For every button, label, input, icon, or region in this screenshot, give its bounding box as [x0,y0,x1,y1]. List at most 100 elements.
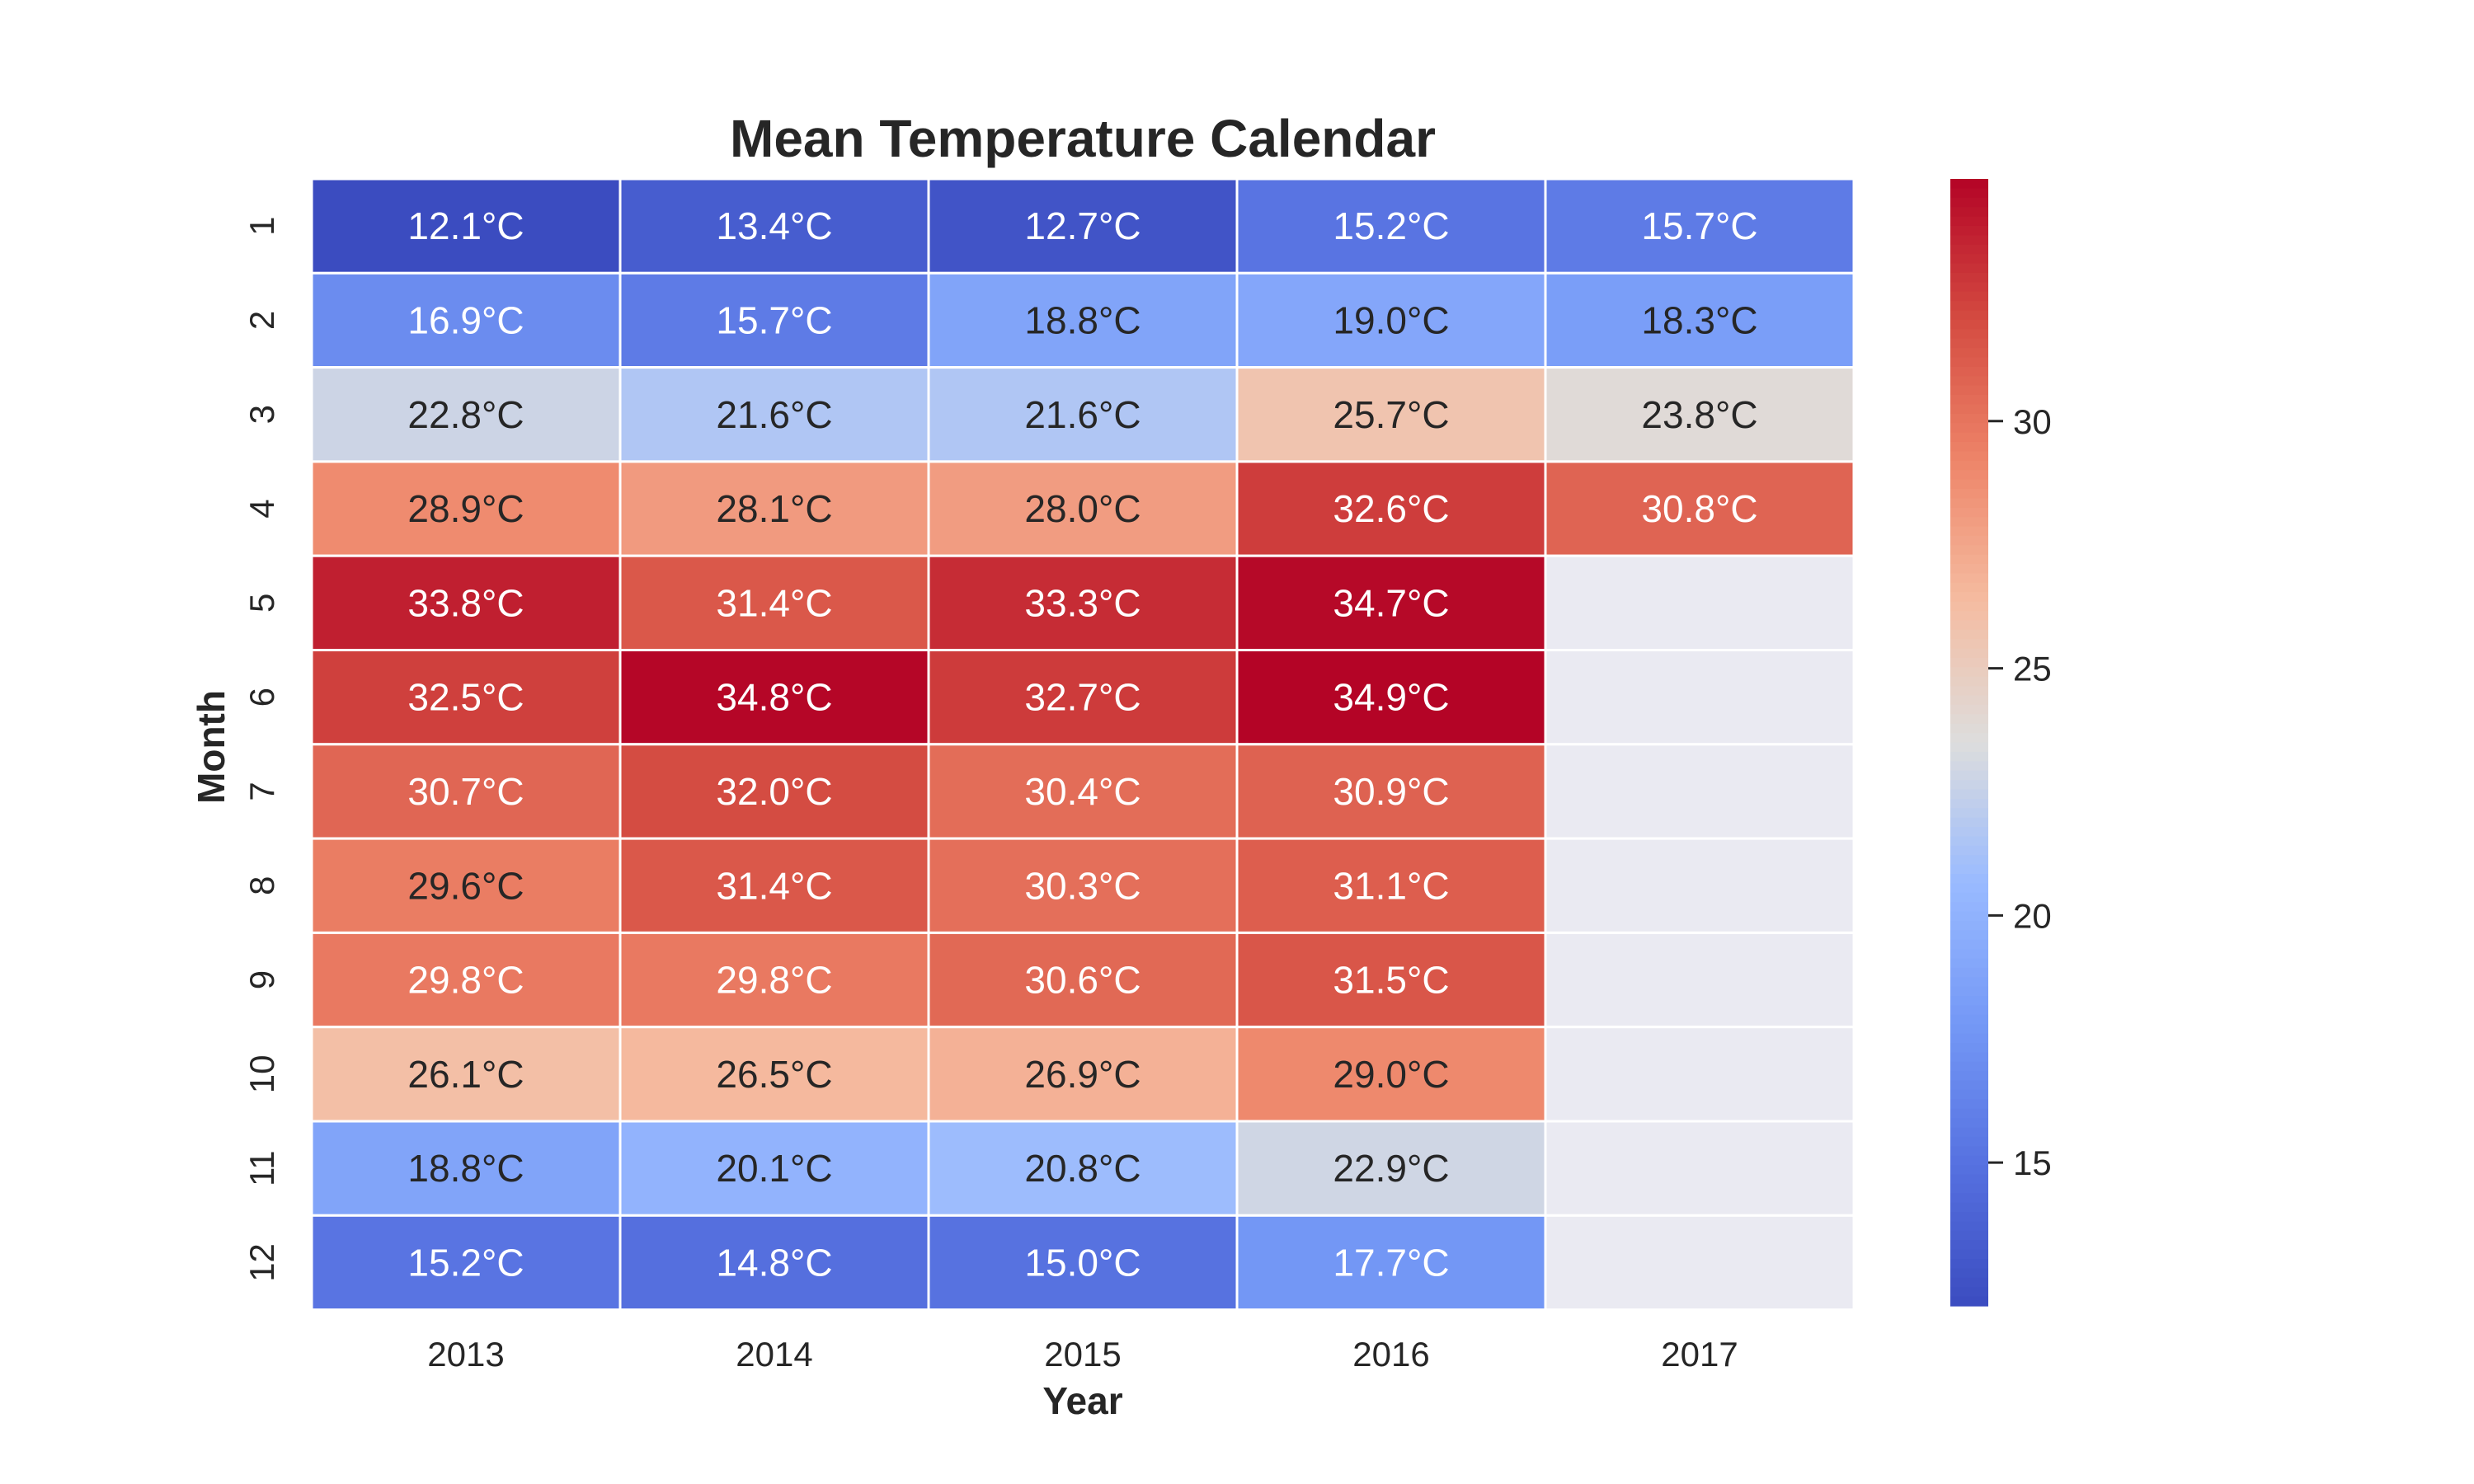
colorbar-segment [1950,441,1988,452]
colorbar-segment [1950,338,1988,349]
cell-value-label: 30.8°C [1641,487,1757,530]
heatmap-cell [310,1214,622,1312]
heatmap-cell [927,743,1239,840]
colorbar-segment [1950,1005,1988,1016]
heatmap-cell [618,1214,930,1312]
colorbar-segment [1950,507,1988,518]
colorbar-segment [1950,329,1988,340]
heatmap-cell [927,1120,1239,1217]
colorbar-segment [1950,996,1988,1007]
heatmap-cell [1544,554,1856,652]
cell-value-label: 31.4°C [716,581,832,624]
colorbar-segment [1950,1043,1988,1054]
heatmap-cell [1235,366,1547,463]
colorbar-segment [1950,639,1988,650]
x-tick-label: 2013 [427,1335,504,1374]
heatmap-cell [310,1120,622,1217]
colorbar-segment [1950,1061,1988,1072]
colorbar-segment [1950,179,1988,189]
heatmap-cell [618,177,930,275]
colorbar-segment [1950,216,1988,227]
heatmap-cell [1544,1214,1856,1312]
heatmap-cell [618,554,930,652]
colorbar-segment [1950,1230,1988,1241]
heatmap-cell [618,1120,930,1217]
colorbar-segment [1950,601,1988,612]
colorbar-segment [1950,1221,1988,1232]
cell-value-label: 28.0°C [1024,487,1141,530]
cell-value-label: 29.6°C [407,864,524,907]
colorbar-segment [1950,1277,1988,1288]
y-tick-label: 4 [242,499,281,518]
colorbar-segment [1950,1287,1988,1298]
y-tick-label: 9 [242,970,281,989]
colorbar-segment [1950,479,1988,490]
heatmap-cell [310,177,622,275]
colorbar-segment [1950,488,1988,499]
colorbar-segment [1950,958,1988,969]
colorbar-segment [1950,676,1988,687]
colorbar-segment [1950,1146,1988,1157]
colorbar-segment [1950,1165,1988,1176]
heatmap-grid: 12.1°C 13.4°C 12.7°C 15.2°C 15.7°C 16.9°C 15.7… [310,177,1856,1312]
cell-value-label: 18.8°C [1024,298,1141,341]
colorbar-segment [1950,207,1988,218]
cell-value-label: 26.1°C [407,1053,524,1096]
heatmap-cell [927,177,1239,275]
colorbar-segment [1950,836,1988,847]
cell-value-label: 20.8°C [1024,1147,1141,1190]
colorbar-segment [1950,554,1988,565]
x-axis-ticks: 2013 2014 2015 2016 2017 [427,1335,1738,1374]
cell-value-label: 15.7°C [1641,204,1757,247]
colorbar-segment [1950,695,1988,706]
colorbar-segment [1950,939,1988,950]
cell-value-label: 15.7°C [716,298,832,341]
cell-value-label: 26.5°C [716,1053,832,1096]
colorbar-segment [1950,357,1988,368]
heatmap-cell [310,743,622,840]
cell-value-label: 22.9°C [1333,1147,1449,1190]
cell-value-label: 32.6°C [1333,487,1449,530]
colorbar-segment [1950,930,1988,941]
colorbar-tick-label: 20 [2013,896,2052,935]
heatmap-cell [927,271,1239,369]
colorbar-segment [1950,395,1988,405]
colorbar-segment [1950,648,1988,659]
colorbar-segment [1950,1080,1988,1091]
colorbar-segment [1950,742,1988,753]
colorbar-tick-label: 15 [2013,1144,2052,1182]
x-axis-label: Year [1042,1379,1122,1422]
colorbar-segment [1950,611,1988,622]
colorbar-segment [1950,883,1988,894]
colorbar-segment [1950,714,1988,725]
colorbar-segment [1950,282,1988,293]
cell-value-label: 29.8°C [407,959,524,1002]
cell-value-label: 26.9°C [1024,1053,1141,1096]
colorbar-segment [1950,657,1988,668]
y-tick-label: 3 [242,405,281,424]
chart-title: Mean Temperature Calendar [730,109,1436,168]
colorbar-segment [1950,573,1988,584]
colorbar-segment [1950,535,1988,546]
colorbar-segment [1950,873,1988,884]
heatmap-cell [310,554,622,652]
colorbar-segment [1950,1259,1988,1270]
cell-value-label: 30.4°C [1024,770,1141,813]
heatmap-cell [1235,837,1547,934]
colorbar-segment [1950,1127,1988,1138]
colorbar-segment [1950,817,1988,828]
cell-value-label: 30.7°C [407,770,524,813]
cell-value-label: 28.9°C [407,487,524,530]
colorbar-segment [1950,413,1988,424]
heatmap-cell [1544,1120,1856,1217]
cell-value-label: 34.7°C [1333,581,1449,624]
colorbar-segment [1950,789,1988,800]
cell-value-label: 16.9°C [407,298,524,341]
colorbar-segment [1950,197,1988,208]
colorbar-segment [1950,1099,1988,1110]
cell-value-label: 29.0°C [1333,1053,1449,1096]
y-tick-label: 10 [242,1054,281,1093]
heatmap-cell [1544,837,1856,934]
colorbar-segment [1950,263,1988,274]
colorbar-segment [1950,911,1988,922]
